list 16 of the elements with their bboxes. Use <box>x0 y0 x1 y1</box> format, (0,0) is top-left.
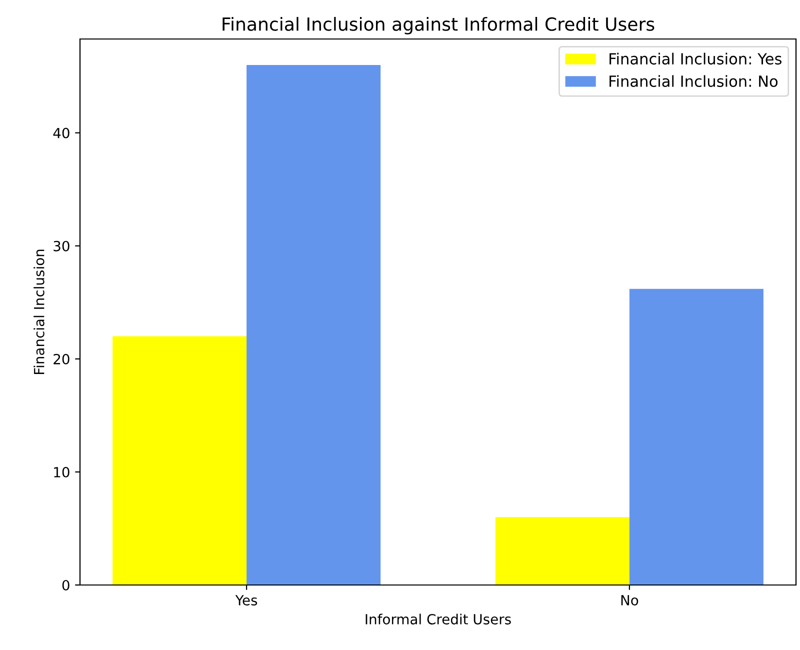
y-tick-label: 40 <box>53 128 70 138</box>
y-tick-label: 30 <box>54 240 70 252</box>
y-axis-title: Financial Inclusion <box>34 250 44 374</box>
x-tick-label: No <box>621 595 638 606</box>
bar <box>629 288 764 585</box>
bar <box>495 517 630 585</box>
x-tick-label: Yes <box>235 595 258 606</box>
y-tick-label: 0 <box>62 580 70 590</box>
legend-label: Financial Inclusion: Yes <box>610 52 782 65</box>
y-tick-label: 20 <box>54 354 70 364</box>
bar <box>246 65 381 585</box>
bar <box>112 336 247 585</box>
y-tick-label: 10 <box>54 466 70 478</box>
x-axis-title: Informal Credit Users <box>366 614 511 624</box>
legend-label: Financial Inclusion: No <box>610 75 778 87</box>
chart-title: Financial Inclusion against Informal Credit Users <box>222 16 654 34</box>
